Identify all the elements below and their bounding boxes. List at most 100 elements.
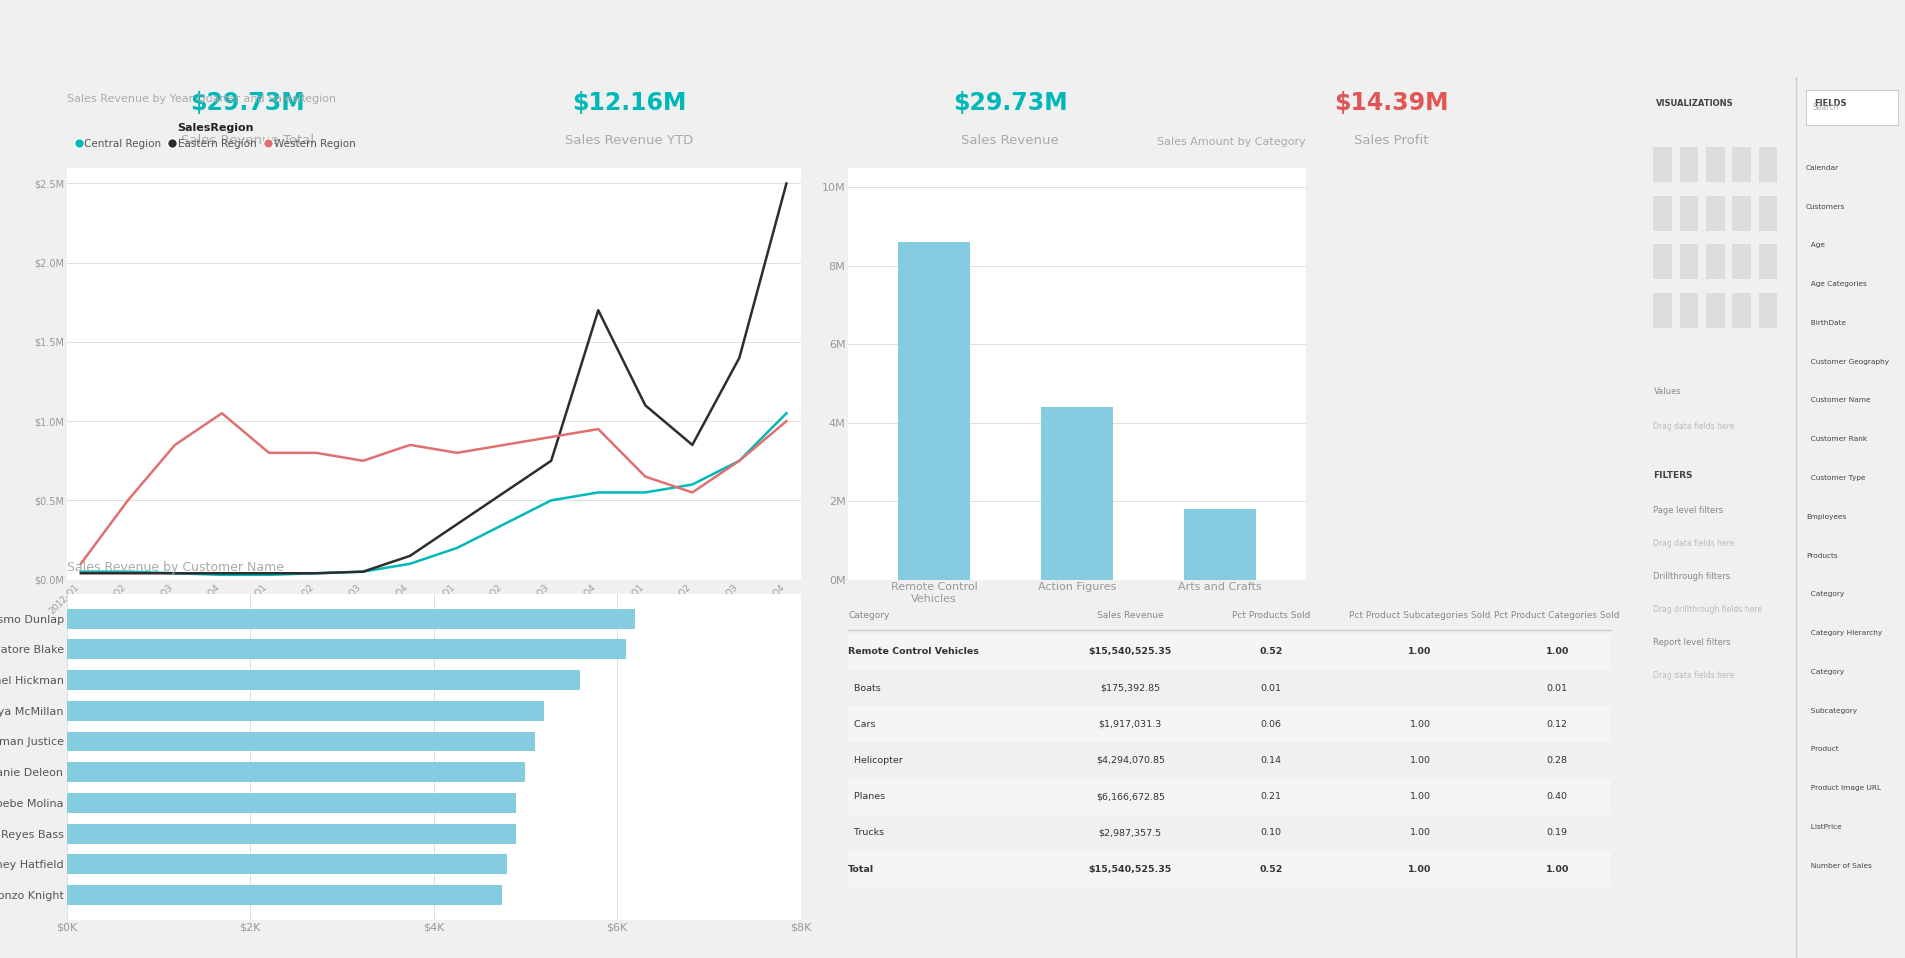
Text: Sales Amount by Category: Sales Amount by Category — [1156, 137, 1305, 148]
Text: Products: Products — [1806, 553, 1836, 559]
Text: 0.14: 0.14 — [1259, 756, 1282, 764]
Bar — [1732, 292, 1751, 328]
Text: Sales Revenue YTD: Sales Revenue YTD — [564, 134, 693, 147]
Text: $4,294,070.85: $4,294,070.85 — [1095, 756, 1164, 764]
Text: 1.00: 1.00 — [1408, 792, 1431, 801]
Text: $14.39M: $14.39M — [1334, 91, 1448, 115]
Text: $12.16M: $12.16M — [572, 91, 686, 115]
Text: Pct Products Sold: Pct Products Sold — [1231, 611, 1311, 620]
Text: $29.73M: $29.73M — [952, 91, 1067, 115]
Text: 1.00: 1.00 — [1408, 719, 1431, 729]
Text: $6,166,672.85: $6,166,672.85 — [1095, 792, 1164, 801]
Text: Customer Name: Customer Name — [1806, 398, 1869, 403]
Text: BirthDate: BirthDate — [1806, 320, 1846, 326]
Text: 1.00: 1.00 — [1408, 829, 1431, 837]
Text: Helicopter: Helicopter — [848, 756, 903, 764]
Text: Number of Sales: Number of Sales — [1806, 863, 1871, 869]
Bar — [67, 763, 526, 782]
Text: 0.21: 0.21 — [1259, 792, 1282, 801]
Text: Planes: Planes — [848, 792, 884, 801]
Text: Sales Revenue by Year Quarter and SalesRegion: Sales Revenue by Year Quarter and SalesR… — [67, 94, 335, 103]
Text: $1,917,031.3: $1,917,031.3 — [1097, 719, 1162, 729]
Text: 1.00: 1.00 — [1408, 756, 1431, 764]
Bar — [1654, 244, 1671, 280]
Text: Category: Category — [848, 611, 890, 620]
Text: 0.12: 0.12 — [1545, 719, 1568, 729]
Text: Age: Age — [1806, 242, 1823, 248]
Text: Report level filters: Report level filters — [1654, 638, 1730, 647]
Bar — [1654, 195, 1671, 231]
Text: Cars: Cars — [848, 719, 874, 729]
Text: 1.00: 1.00 — [1408, 864, 1431, 874]
Bar — [1705, 292, 1724, 328]
Bar — [1678, 244, 1697, 280]
Bar — [1678, 292, 1697, 328]
Text: $15,540,525.35: $15,540,525.35 — [1088, 864, 1172, 874]
Text: Category: Category — [1806, 669, 1844, 675]
Text: Values: Values — [1654, 387, 1680, 396]
Text: Total: Total — [848, 864, 874, 874]
Bar — [67, 701, 543, 720]
Text: Employees: Employees — [1806, 513, 1846, 520]
Text: Calendar: Calendar — [1806, 165, 1838, 171]
Text: $175,392.85: $175,392.85 — [1099, 684, 1160, 693]
Text: Category Hierarchy: Category Hierarchy — [1806, 630, 1882, 636]
Text: Pct Product Categories Sold: Pct Product Categories Sold — [1494, 611, 1619, 620]
Bar — [1758, 195, 1775, 231]
Text: Boats: Boats — [848, 684, 880, 693]
Text: Drillthrough filters: Drillthrough filters — [1654, 572, 1730, 581]
Bar — [1678, 148, 1697, 182]
Bar — [67, 824, 516, 843]
Text: Customer Geography: Customer Geography — [1806, 358, 1888, 365]
Bar — [897, 242, 970, 580]
Bar — [848, 779, 1610, 814]
Text: Sales Revenue Total: Sales Revenue Total — [181, 134, 314, 147]
Bar — [1678, 195, 1697, 231]
Text: ListPrice: ListPrice — [1806, 824, 1840, 830]
Text: 0.52: 0.52 — [1259, 648, 1282, 656]
Bar — [67, 885, 503, 905]
Text: $29.73M: $29.73M — [190, 91, 305, 115]
Text: Drag data fields here: Drag data fields here — [1654, 671, 1734, 680]
Bar — [1806, 90, 1897, 125]
Text: Customers: Customers — [1806, 203, 1844, 210]
Text: $2,987,357.5: $2,987,357.5 — [1097, 829, 1162, 837]
Bar — [848, 634, 1610, 670]
Bar — [1758, 244, 1775, 280]
Text: 0.28: 0.28 — [1545, 756, 1568, 764]
Text: Subcategory: Subcategory — [1806, 708, 1855, 714]
Text: Product Image URL: Product Image URL — [1806, 786, 1880, 791]
Text: Remote Control Vehicles: Remote Control Vehicles — [848, 648, 979, 656]
Bar — [67, 608, 634, 628]
Bar — [1758, 292, 1775, 328]
Text: Customer Type: Customer Type — [1806, 475, 1865, 481]
Text: 1.00: 1.00 — [1545, 648, 1568, 656]
Text: Sales Revenue: Sales Revenue — [1097, 611, 1162, 620]
Text: Drag data fields here: Drag data fields here — [1654, 538, 1734, 548]
Bar — [1758, 148, 1775, 182]
Text: Category: Category — [1806, 591, 1844, 598]
Bar — [67, 671, 581, 690]
Text: Age Categories: Age Categories — [1806, 281, 1865, 287]
Text: 0.06: 0.06 — [1259, 719, 1282, 729]
Text: Drag drillthrough fields here: Drag drillthrough fields here — [1654, 604, 1762, 614]
Text: 0.52: 0.52 — [1259, 864, 1282, 874]
Bar — [848, 851, 1610, 887]
Bar — [1732, 195, 1751, 231]
Text: Drag data fields here: Drag data fields here — [1654, 422, 1734, 431]
Bar — [1183, 509, 1255, 580]
Text: 0.40: 0.40 — [1545, 792, 1568, 801]
Text: Customer Rank: Customer Rank — [1806, 436, 1867, 443]
Text: VISUALIZATIONS: VISUALIZATIONS — [1655, 99, 1734, 107]
Text: Sales Revenue: Sales Revenue — [960, 134, 1059, 147]
Legend: Central Region, Eastern Region, Western Region: Central Region, Eastern Region, Western … — [72, 120, 360, 153]
Text: 0.19: 0.19 — [1545, 829, 1568, 837]
Text: Sales Profit: Sales Profit — [1353, 134, 1429, 147]
Text: 1.00: 1.00 — [1545, 864, 1568, 874]
Bar — [1654, 148, 1671, 182]
Bar — [1705, 148, 1724, 182]
Text: 0.01: 0.01 — [1259, 684, 1282, 693]
Bar — [67, 732, 533, 751]
Text: $15,540,525.35: $15,540,525.35 — [1088, 648, 1172, 656]
Bar — [1654, 292, 1671, 328]
